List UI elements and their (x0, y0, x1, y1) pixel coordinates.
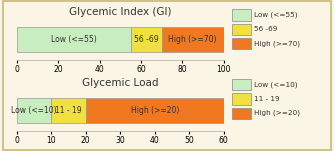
Text: High (>=20): High (>=20) (131, 106, 179, 115)
Text: 11 - 19: 11 - 19 (55, 106, 82, 115)
Text: Low (<=55): Low (<=55) (254, 12, 297, 18)
Bar (162, 27, 224, 52)
Text: 56 -69: 56 -69 (254, 26, 277, 32)
Text: Low (<=10): Low (<=10) (11, 106, 57, 115)
Text: 56 -69: 56 -69 (134, 35, 158, 44)
Text: Low (<=10): Low (<=10) (254, 81, 297, 88)
Bar (51, 98, 86, 123)
Bar (86, 98, 224, 123)
Text: High (>=20): High (>=20) (254, 110, 300, 117)
Text: High (>=70): High (>=70) (254, 40, 300, 47)
Bar (17, 27, 131, 52)
Title: Glycemic Load: Glycemic Load (82, 78, 159, 88)
Bar (17, 98, 51, 123)
Bar (131, 27, 162, 52)
Text: High (>=70): High (>=70) (168, 35, 217, 44)
Text: Low (<=55): Low (<=55) (51, 35, 97, 44)
Title: Glycemic Index (GI): Glycemic Index (GI) (69, 7, 171, 17)
Text: 11 - 19: 11 - 19 (254, 96, 280, 102)
